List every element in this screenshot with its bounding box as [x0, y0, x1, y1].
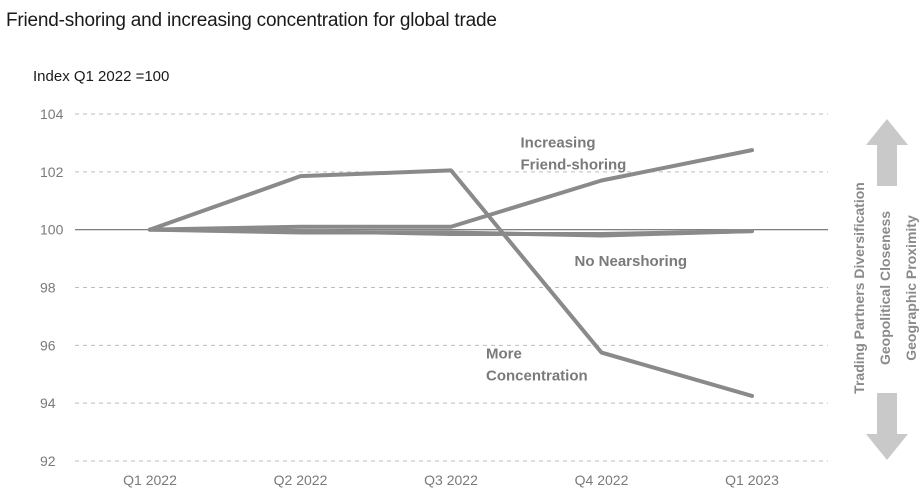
series-line-4 — [148, 227, 754, 238]
side-axis-label: Trading Partners Diversification — [851, 182, 867, 394]
series-line-1 — [148, 168, 754, 398]
gridlines — [75, 113, 828, 462]
x-tick-label: Q1 2022 — [123, 472, 177, 488]
y-tick-label: 104 — [40, 106, 64, 122]
x-tick-label: Q3 2022 — [424, 472, 478, 488]
y-tick-label: 100 — [40, 222, 64, 238]
y-tick-label: 94 — [40, 395, 56, 411]
annotation-label: No Nearshoring — [575, 253, 688, 270]
y-tick-label: 98 — [40, 280, 56, 296]
x-tick-label: Q2 2022 — [274, 472, 328, 488]
y-axis-label: Index Q1 2022 =100 — [33, 68, 169, 85]
x-tick-label: Q1 2023 — [725, 472, 779, 488]
annotation-label: Increasing Friend-shoring — [521, 134, 627, 173]
side-axis-label: Geographic Proximity — [903, 215, 919, 361]
annotations: Increasing Friend-shoring No Nearshoring Mo… — [486, 134, 687, 384]
side-axis-label: Geopolitical Closeness — [877, 211, 893, 365]
side-axis: Trading Partners Diversification Geopolit… — [851, 119, 919, 460]
series-line-2 — [148, 148, 754, 232]
x-tick-labels: Q1 2022 Q2 2022 Q3 2022 Q4 2022 Q1 2023 — [123, 472, 779, 488]
up-arrow-icon — [866, 119, 908, 186]
y-tick-label: 102 — [40, 164, 64, 180]
y-tick-labels: 92 94 96 98 100 102 104 — [40, 106, 64, 469]
y-tick-label: 92 — [40, 453, 56, 469]
x-tick-label: Q4 2022 — [575, 472, 629, 488]
annotation-label: More Concentration — [486, 345, 588, 384]
chart-title: Friend-shoring and increasing concentrat… — [6, 10, 497, 31]
y-tick-label: 96 — [40, 337, 56, 353]
down-arrow-icon — [866, 393, 908, 460]
series-lines — [148, 148, 754, 398]
